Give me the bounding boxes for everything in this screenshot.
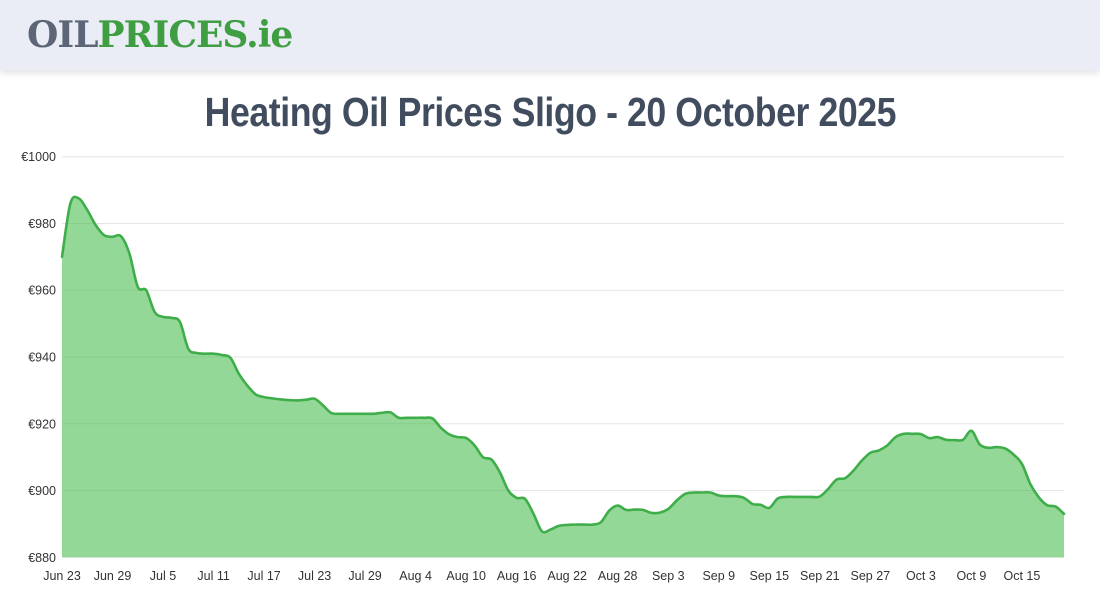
x-axis-label: Sep 27 (850, 569, 890, 583)
page-title-text: Heating Oil Prices Sligo - 20 October 20… (204, 88, 896, 135)
x-axis-label: Sep 15 (749, 569, 789, 583)
y-axis-label: €960 (28, 284, 56, 298)
price-area-series[interactable] (62, 196, 1064, 558)
y-axis-label: €900 (28, 484, 56, 498)
x-axis-label: Jul 17 (247, 569, 280, 583)
x-axis-label: Jun 29 (94, 569, 132, 583)
x-axis-label: Aug 16 (497, 569, 537, 583)
x-axis-label: Sep 3 (652, 569, 685, 583)
y-axis-label: €920 (28, 417, 56, 431)
x-axis-label: Jul 29 (348, 569, 381, 583)
x-axis-label: Aug 22 (547, 569, 587, 583)
y-axis-label: €980 (28, 217, 56, 231)
site-logo[interactable]: OILPRICES.ie (27, 14, 293, 56)
x-axis-label: Aug 28 (598, 569, 638, 583)
logo-part-prices: PRICES (97, 14, 248, 56)
site-header: OILPRICES.ie (0, 0, 1100, 70)
x-axis-label: Sep 21 (800, 569, 840, 583)
x-axis-label: Sep 9 (702, 569, 735, 583)
x-axis-label: Jul 23 (298, 569, 331, 583)
price-line-series (60, 195, 1066, 534)
x-axis-label: Aug 10 (446, 569, 486, 583)
x-axis-label: Aug 4 (399, 569, 432, 583)
page-title: Heating Oil Prices Sligo - 20 October 20… (0, 86, 1100, 138)
logo-part-tld: .ie (246, 14, 293, 56)
y-axis-label: €1000 (21, 150, 56, 164)
x-axis-label: Jun 23 (43, 569, 81, 583)
x-axis-label: Oct 3 (906, 569, 936, 583)
y-axis-label: €880 (28, 551, 56, 565)
x-axis-label: Jul 5 (150, 569, 176, 583)
y-axis-label: €940 (28, 351, 56, 365)
x-axis-label: Oct 9 (956, 569, 986, 583)
x-axis-label: Jul 11 (197, 569, 229, 583)
logo-part-oil: OIL (27, 14, 99, 56)
x-axis-label: Oct 15 (1003, 569, 1040, 583)
